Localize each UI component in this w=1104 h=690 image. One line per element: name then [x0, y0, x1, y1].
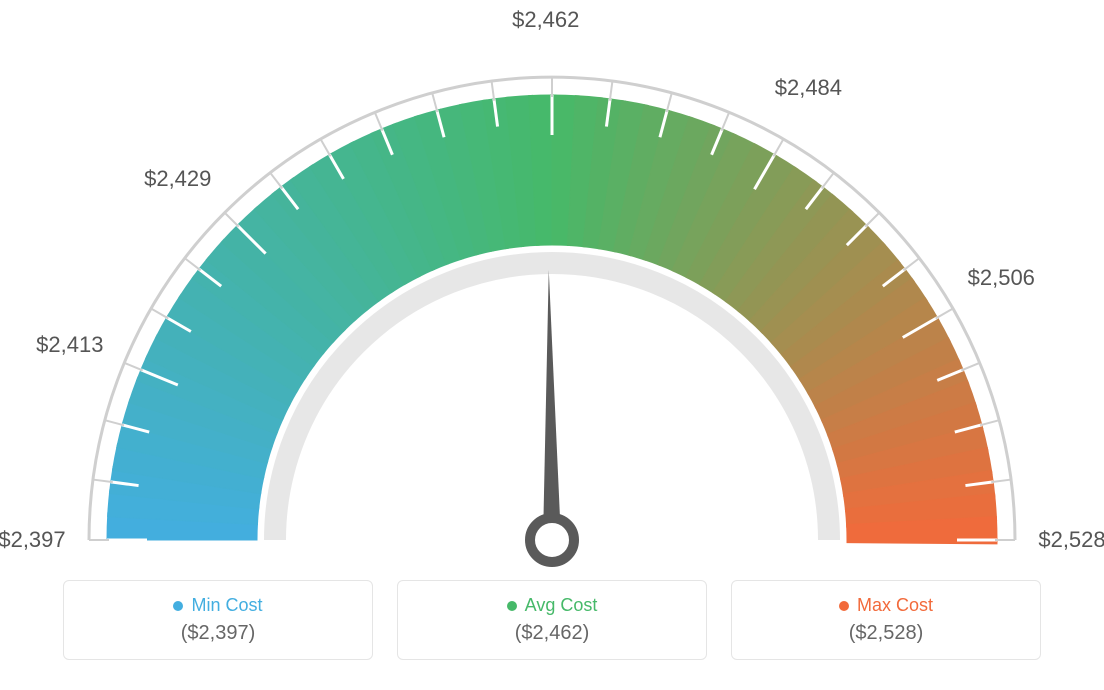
legend-min-value: ($2,397): [181, 622, 256, 645]
legend-avg-top: Avg Cost: [507, 595, 598, 616]
gauge-tick-label: $2,484: [775, 75, 842, 101]
gauge-tick-label: $2,429: [144, 166, 211, 192]
legend-max-value: ($2,528): [849, 622, 924, 645]
legend-avg-dot: [507, 601, 517, 611]
gauge-tick-label: $2,397: [0, 527, 66, 553]
gauge-chart: $2,397 $2,413 $2,429 $2,462 $2,484 $2,506 $2,5…: [0, 0, 1104, 570]
gauge-tick-label: $2,528: [1038, 527, 1104, 553]
legend-avg-card: Avg Cost ($2,462): [397, 580, 707, 660]
legend-min-dot: [173, 601, 183, 611]
legend: Min Cost ($2,397) Avg Cost ($2,462) Max …: [0, 580, 1104, 670]
legend-max-label: Max Cost: [857, 595, 933, 616]
gauge-tick-label: $2,462: [512, 7, 579, 33]
gauge-svg: [0, 0, 1104, 570]
legend-max-card: Max Cost ($2,528): [731, 580, 1041, 660]
legend-avg-label: Avg Cost: [525, 595, 598, 616]
legend-avg-value: ($2,462): [515, 622, 590, 645]
legend-max-dot: [839, 601, 849, 611]
legend-min-card: Min Cost ($2,397): [63, 580, 373, 660]
legend-max-top: Max Cost: [839, 595, 933, 616]
legend-min-top: Min Cost: [173, 595, 262, 616]
gauge-tick-label: $2,506: [968, 265, 1035, 291]
gauge-tick-label: $2,413: [36, 332, 103, 358]
legend-min-label: Min Cost: [191, 595, 262, 616]
